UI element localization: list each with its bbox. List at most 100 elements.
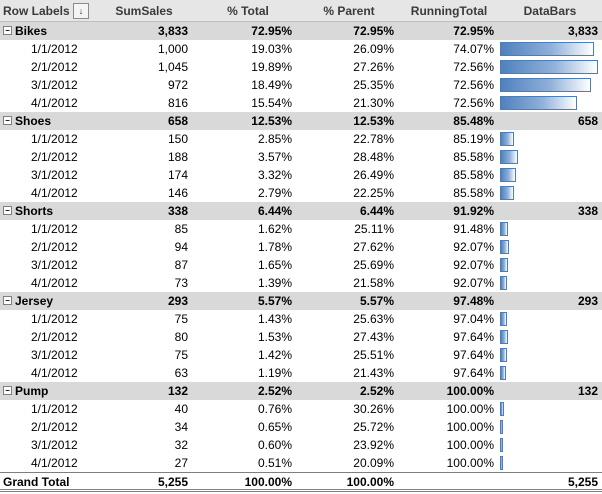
grand-total-bar-label: 5,255 xyxy=(567,475,598,489)
row-pct-total: 2.79% xyxy=(257,186,292,200)
group-row[interactable]: − Shoes 658 12.53% 12.53% 85.48% 658 xyxy=(0,112,602,130)
group-databar: 338 xyxy=(498,202,602,220)
table-row[interactable]: 1/1/2012 40 0.76% 30.26% 100.00% xyxy=(0,400,602,418)
collapse-icon[interactable]: − xyxy=(3,26,12,36)
row-running-total: 85.58% xyxy=(453,150,494,164)
collapse-icon[interactable]: − xyxy=(3,296,12,306)
group-row[interactable]: − Bikes 3,833 72.95% 72.95% 72.95% 3,833 xyxy=(0,22,602,40)
table-row[interactable]: 2/1/2012 94 1.78% 27.62% 92.07% xyxy=(0,238,602,256)
row-running-total: 92.07% xyxy=(453,276,494,290)
row-pct-total: 19.03% xyxy=(251,42,292,56)
group-row[interactable]: − Shorts 338 6.44% 6.44% 91.92% 338 xyxy=(0,202,602,220)
row-pct-total: 15.54% xyxy=(251,96,292,110)
row-sum: 27 xyxy=(174,456,188,470)
group-label[interactable]: − Shoes xyxy=(0,112,90,130)
table-row[interactable]: 4/1/2012 146 2.79% 22.25% 85.58% xyxy=(0,184,602,202)
group-name: Shorts xyxy=(15,204,54,218)
databars-header[interactable]: DataBars xyxy=(523,4,577,18)
group-bar-label: 338 xyxy=(577,204,598,218)
table-row[interactable]: 3/1/2012 32 0.60% 23.92% 100.00% xyxy=(0,436,602,454)
row-pct-parent: 22.25% xyxy=(353,186,394,200)
row-sum: 40 xyxy=(174,402,188,416)
row-running-total: 100.00% xyxy=(446,420,494,434)
row-date: 4/1/2012 xyxy=(31,96,78,110)
group-pct-parent: 72.95% xyxy=(353,24,394,38)
header-row: Row Labels ↓ SumSales % Total % Parent R… xyxy=(0,0,602,22)
table-row[interactable]: 2/1/2012 34 0.65% 25.72% 100.00% xyxy=(0,418,602,436)
row-pct-total: 1.53% xyxy=(257,330,292,344)
table-row[interactable]: 2/1/2012 80 1.53% 27.43% 97.64% xyxy=(0,328,602,346)
row-pct-parent: 25.63% xyxy=(353,312,394,326)
table-row[interactable]: 2/1/2012 188 3.57% 28.48% 85.58% xyxy=(0,148,602,166)
running-total-header[interactable]: RunningTotal xyxy=(410,4,488,18)
data-bar xyxy=(500,402,504,416)
group-label[interactable]: − Pump xyxy=(0,382,90,400)
table-row[interactable]: 3/1/2012 87 1.65% 25.69% 92.07% xyxy=(0,256,602,274)
grand-total-running xyxy=(400,473,498,491)
row-pct-total: 0.76% xyxy=(257,402,292,416)
row-pct-total: 1.39% xyxy=(257,276,292,290)
group-label[interactable]: − Jersey xyxy=(0,292,90,310)
group-running-total: 100.00% xyxy=(446,384,494,398)
group-name: Pump xyxy=(15,384,49,398)
row-pct-parent: 25.35% xyxy=(353,78,394,92)
row-date: 1/1/2012 xyxy=(31,132,78,146)
sumsales-header[interactable]: SumSales xyxy=(115,4,173,18)
row-sum: 87 xyxy=(174,258,188,272)
row-databar xyxy=(498,256,602,274)
row-date: 2/1/2012 xyxy=(31,60,78,74)
table-row[interactable]: 1/1/2012 150 2.85% 22.78% 85.19% xyxy=(0,130,602,148)
row-sum: 75 xyxy=(174,312,188,326)
group-label[interactable]: − Bikes xyxy=(0,22,90,40)
row-sum: 73 xyxy=(174,276,188,290)
table-row[interactable]: 1/1/2012 1,000 19.03% 26.09% 74.07% xyxy=(0,40,602,58)
table-row[interactable]: 2/1/2012 1,045 19.89% 27.26% 72.56% xyxy=(0,58,602,76)
pct-parent-header[interactable]: % Parent xyxy=(323,4,375,18)
group-row[interactable]: − Jersey 293 5.57% 5.57% 97.48% 293 xyxy=(0,292,602,310)
collapse-icon[interactable]: − xyxy=(3,116,12,126)
row-pct-parent: 25.51% xyxy=(353,348,394,362)
data-bar xyxy=(500,420,503,434)
row-pct-total: 1.78% xyxy=(257,240,292,254)
row-running-total: 100.00% xyxy=(446,438,494,452)
pct-total-header[interactable]: % Total xyxy=(227,4,269,18)
row-databar xyxy=(498,130,602,148)
table-row[interactable]: 4/1/2012 63 1.19% 21.43% 97.64% xyxy=(0,364,602,382)
row-pct-total: 1.62% xyxy=(257,222,292,236)
group-pct-parent: 6.44% xyxy=(359,204,394,218)
group-row[interactable]: − Pump 132 2.52% 2.52% 100.00% 132 xyxy=(0,382,602,400)
row-databar xyxy=(498,310,602,328)
collapse-icon[interactable]: − xyxy=(3,206,12,216)
group-pct-parent: 5.57% xyxy=(359,294,394,308)
row-databar xyxy=(498,76,602,94)
row-date: 3/1/2012 xyxy=(31,438,78,452)
sort-filter-icon[interactable]: ↓ xyxy=(73,3,89,19)
data-bar xyxy=(500,96,577,110)
row-labels-header[interactable]: Row Labels xyxy=(3,4,70,18)
group-pct-total: 6.44% xyxy=(257,204,292,218)
row-pct-total: 3.57% xyxy=(257,150,292,164)
table-row[interactable]: 1/1/2012 75 1.43% 25.63% 97.04% xyxy=(0,310,602,328)
row-sum: 1,000 xyxy=(157,42,188,56)
collapse-icon[interactable]: − xyxy=(3,386,12,396)
table-row[interactable]: 3/1/2012 75 1.42% 25.51% 97.64% xyxy=(0,346,602,364)
table-row[interactable]: 3/1/2012 174 3.32% 26.49% 85.58% xyxy=(0,166,602,184)
table-row[interactable]: 3/1/2012 972 18.49% 25.35% 72.56% xyxy=(0,76,602,94)
data-bar xyxy=(500,150,518,164)
group-running-total: 91.92% xyxy=(453,204,494,218)
group-name: Bikes xyxy=(15,24,48,38)
row-date: 1/1/2012 xyxy=(31,402,78,416)
table-row[interactable]: 4/1/2012 816 15.54% 21.30% 72.56% xyxy=(0,94,602,112)
group-pct-parent: 2.52% xyxy=(359,384,394,398)
row-sum: 1,045 xyxy=(157,60,188,74)
row-pct-total: 2.85% xyxy=(257,132,292,146)
row-running-total: 72.56% xyxy=(453,78,494,92)
table-row[interactable]: 4/1/2012 27 0.51% 20.09% 100.00% xyxy=(0,454,602,472)
group-label[interactable]: − Shorts xyxy=(0,202,90,220)
row-pct-parent: 27.26% xyxy=(353,60,394,74)
row-databar xyxy=(498,346,602,364)
table-row[interactable]: 4/1/2012 73 1.39% 21.58% 92.07% xyxy=(0,274,602,292)
grand-total-sum: 5,255 xyxy=(157,475,188,489)
table-row[interactable]: 1/1/2012 85 1.62% 25.11% 91.48% xyxy=(0,220,602,238)
grand-total-row[interactable]: Grand Total 5,255 100.00% 100.00% 5,255 xyxy=(0,472,602,492)
